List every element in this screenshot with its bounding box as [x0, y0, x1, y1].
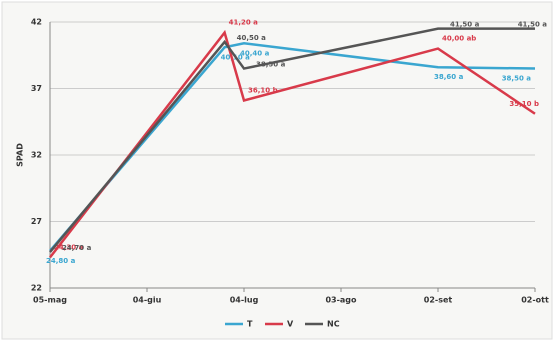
data-label: 36,10 b — [248, 86, 278, 94]
data-label: 38,60 a — [434, 73, 464, 81]
y-tick-label: 32 — [31, 151, 42, 160]
legend-label: T — [247, 320, 253, 329]
data-label: 40,00 ab — [442, 35, 476, 43]
series-line — [49, 42, 536, 252]
series-line — [49, 27, 535, 253]
x-tick-label: 05-mag — [33, 296, 67, 305]
data-label: 40,50 a — [237, 34, 267, 42]
x-tick-label: 02-set — [424, 296, 453, 305]
series-line — [49, 29, 536, 259]
x-tick-label: 04-giu — [133, 296, 162, 305]
x-tick-label: 03-ago — [325, 296, 357, 305]
legend-label: V — [287, 320, 294, 329]
y-tick-label: 37 — [31, 84, 42, 93]
data-label: 38,50 a — [502, 75, 532, 83]
y-tick-label: 42 — [31, 18, 42, 27]
data-label: 41,20 a — [229, 19, 259, 27]
x-tick-label: 02-ott — [521, 296, 549, 305]
x-tick-label: 04-lug — [230, 296, 259, 305]
data-label: 24,80 a — [46, 257, 76, 265]
y-tick-label: 22 — [31, 284, 42, 293]
y-axis-label: SPAD — [16, 143, 25, 167]
legend-label: NC — [327, 320, 340, 329]
data-label: 41,50 a — [450, 21, 480, 29]
data-label: 38,50 a — [256, 61, 286, 69]
data-label: 40,40 a — [240, 49, 270, 57]
data-label: 24,70 a — [62, 244, 92, 252]
data-label: 41,50 a — [518, 21, 548, 29]
data-label: 24,30 a — [54, 243, 84, 251]
data-label: 35,10 b — [509, 100, 539, 108]
y-tick-label: 27 — [31, 217, 42, 226]
